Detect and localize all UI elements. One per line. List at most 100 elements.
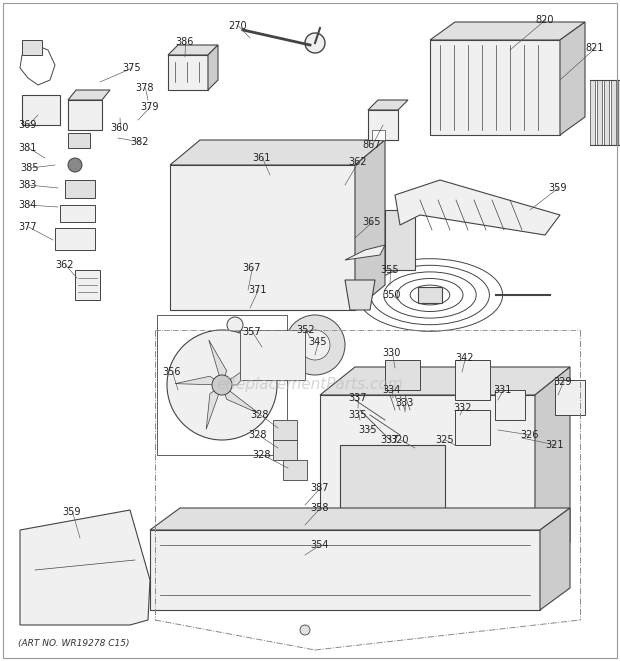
- Polygon shape: [175, 376, 222, 385]
- Circle shape: [405, 407, 415, 417]
- Text: 360: 360: [110, 123, 128, 133]
- Polygon shape: [320, 367, 570, 395]
- Text: 337: 337: [380, 435, 399, 445]
- Polygon shape: [555, 380, 585, 415]
- Circle shape: [297, 257, 303, 263]
- Text: 377: 377: [18, 222, 37, 232]
- Text: 385: 385: [20, 163, 38, 173]
- Text: 371: 371: [248, 285, 267, 295]
- Text: 820: 820: [535, 15, 554, 25]
- Text: 355: 355: [380, 265, 399, 275]
- Text: 332: 332: [453, 403, 471, 413]
- Text: 375: 375: [122, 63, 141, 73]
- Polygon shape: [75, 270, 100, 300]
- Circle shape: [227, 317, 243, 333]
- Text: 354: 354: [310, 540, 329, 550]
- Text: 270: 270: [228, 21, 247, 31]
- Polygon shape: [395, 180, 560, 235]
- Text: 326: 326: [520, 430, 539, 440]
- Text: 357: 357: [242, 327, 260, 337]
- Polygon shape: [283, 460, 307, 480]
- Text: 361: 361: [252, 153, 270, 163]
- Text: 330: 330: [382, 348, 401, 358]
- Polygon shape: [455, 360, 490, 400]
- Text: 359: 359: [548, 183, 567, 193]
- Circle shape: [212, 375, 232, 395]
- Polygon shape: [150, 530, 540, 610]
- Circle shape: [73, 182, 87, 196]
- Polygon shape: [168, 55, 208, 90]
- Text: eReplacementParts.com: eReplacementParts.com: [216, 377, 404, 393]
- Text: 335: 335: [358, 425, 376, 435]
- Text: 334: 334: [382, 385, 401, 395]
- Polygon shape: [418, 287, 442, 303]
- Text: 379: 379: [140, 102, 159, 112]
- Polygon shape: [208, 45, 218, 90]
- Text: 359: 359: [62, 507, 81, 517]
- Polygon shape: [540, 508, 570, 610]
- Circle shape: [297, 217, 303, 223]
- Polygon shape: [604, 80, 609, 145]
- Circle shape: [197, 197, 203, 203]
- Polygon shape: [222, 358, 261, 385]
- Text: 333: 333: [395, 398, 414, 408]
- Polygon shape: [60, 205, 95, 222]
- Text: 362: 362: [55, 260, 74, 270]
- Text: 328: 328: [252, 450, 270, 460]
- Text: 362: 362: [348, 157, 366, 167]
- Circle shape: [247, 217, 253, 223]
- Polygon shape: [273, 420, 297, 440]
- Circle shape: [197, 277, 203, 283]
- Text: 386: 386: [175, 37, 193, 47]
- Circle shape: [227, 272, 243, 288]
- Circle shape: [300, 625, 310, 635]
- Polygon shape: [68, 133, 90, 148]
- Circle shape: [300, 330, 330, 360]
- Polygon shape: [368, 100, 408, 110]
- Text: 367: 367: [242, 263, 260, 273]
- Circle shape: [395, 250, 405, 260]
- Text: 383: 383: [18, 180, 37, 190]
- Polygon shape: [535, 367, 570, 570]
- Text: 335: 335: [348, 410, 366, 420]
- Polygon shape: [55, 228, 95, 250]
- Text: 387: 387: [310, 483, 329, 493]
- Circle shape: [77, 107, 93, 123]
- Text: 381: 381: [18, 143, 37, 153]
- Polygon shape: [209, 340, 227, 385]
- Polygon shape: [340, 445, 445, 515]
- Text: 352: 352: [296, 325, 314, 335]
- Circle shape: [395, 210, 405, 220]
- Text: 378: 378: [135, 83, 154, 93]
- Polygon shape: [22, 40, 42, 55]
- Polygon shape: [150, 508, 570, 530]
- Polygon shape: [355, 140, 385, 310]
- Polygon shape: [618, 80, 620, 145]
- Text: 320: 320: [390, 435, 409, 445]
- Polygon shape: [455, 410, 490, 445]
- Polygon shape: [206, 385, 222, 429]
- Circle shape: [395, 230, 405, 240]
- Polygon shape: [385, 210, 415, 270]
- Polygon shape: [430, 40, 560, 135]
- Polygon shape: [20, 510, 150, 625]
- Text: 821: 821: [585, 43, 603, 53]
- Polygon shape: [168, 45, 218, 55]
- Polygon shape: [170, 140, 385, 165]
- Text: 356: 356: [162, 367, 180, 377]
- Text: 325: 325: [435, 435, 454, 445]
- Polygon shape: [325, 520, 530, 565]
- Polygon shape: [495, 390, 525, 420]
- Text: 328: 328: [250, 410, 268, 420]
- Polygon shape: [68, 100, 102, 130]
- Text: 337: 337: [348, 393, 366, 403]
- Polygon shape: [430, 22, 585, 40]
- Text: 328: 328: [248, 430, 267, 440]
- Text: 369: 369: [18, 120, 37, 130]
- Polygon shape: [597, 80, 602, 145]
- Polygon shape: [22, 95, 60, 125]
- Text: 867: 867: [362, 140, 381, 150]
- Polygon shape: [372, 130, 385, 140]
- Text: 350: 350: [382, 290, 401, 300]
- Polygon shape: [240, 330, 305, 380]
